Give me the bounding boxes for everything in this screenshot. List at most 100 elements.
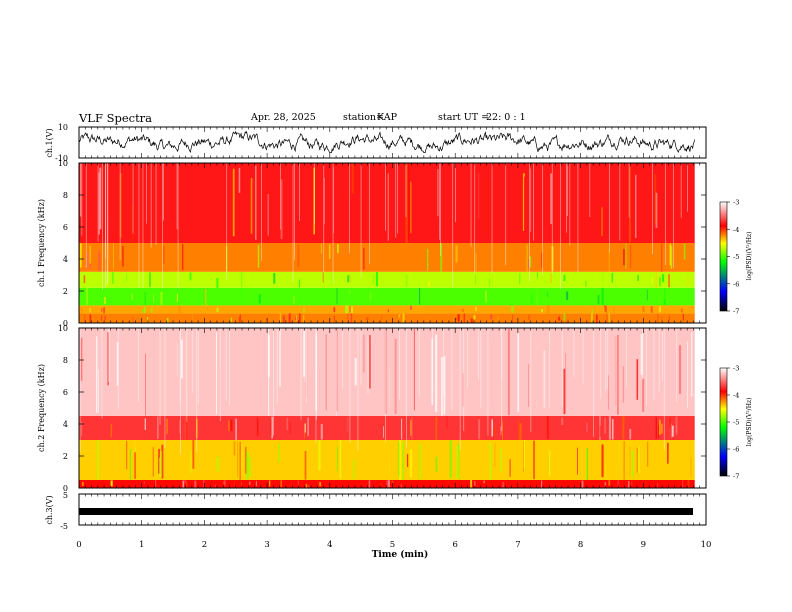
spectrogram-sferic [652, 163, 653, 255]
spectrogram-streak [669, 417, 671, 428]
spectrogram-sferic [360, 328, 362, 385]
start-ut-value: 22: 0 : 1 [486, 112, 526, 123]
spectrogram-streak [240, 288, 242, 302]
spectrogram-streak [661, 423, 663, 434]
frequency-tick-label: 10 [58, 324, 68, 333]
spectrogram-streak [485, 290, 487, 303]
spectrogram-sferic [459, 328, 461, 450]
spectrogram-streak [307, 417, 309, 436]
spectrogram-streak [408, 163, 410, 242]
spectrogram-sferic [225, 328, 227, 401]
spectrogram-streak [491, 344, 493, 405]
spectrogram-streak [391, 480, 394, 484]
spectrogram-streak [84, 314, 86, 322]
spectrogram-band [79, 287, 695, 306]
spectrogram-streak [655, 417, 657, 439]
spectrogram-streak [328, 244, 331, 259]
spectrogram-streak [144, 481, 145, 484]
ch3-ytick-bottom: -5 [60, 522, 68, 531]
time-tick-label: 3 [264, 540, 269, 550]
spectrogram-streak [646, 289, 648, 301]
spectrogram-streak [98, 172, 100, 235]
spectrogram-sferic [399, 328, 400, 400]
spectrogram-streak [682, 314, 684, 321]
waveform-ch1-panel: 10 -10 ch.1(V) [45, 123, 707, 163]
spectrogram-streak [336, 288, 338, 305]
spectrogram-streak [347, 313, 349, 323]
spectrogram-sferic [332, 163, 334, 284]
spectrogram-streak [651, 278, 653, 285]
spectrogram-sferic [102, 163, 103, 290]
spectrogram-streak [526, 244, 528, 272]
spectrogram-streak [528, 364, 530, 407]
spectrogram-streak [605, 462, 607, 480]
spectrogram-sferic [316, 328, 317, 420]
spectrogram-streak [116, 342, 119, 386]
spectrogram-streak [241, 481, 242, 488]
spectrogram-streak [330, 272, 333, 285]
spectrogram-streak [566, 291, 569, 301]
spectrogram-streak [151, 307, 153, 313]
spectrogram-streak [346, 417, 349, 433]
time-tick-label: 2 [202, 540, 207, 550]
spectrogram-streak [333, 167, 335, 234]
spectrogram-sferic [662, 328, 663, 381]
spectrogram-sferic [342, 328, 344, 389]
spectrogram-streak [654, 174, 657, 225]
time-axis-label: Time (min) [372, 549, 429, 560]
spectrogram-streak [561, 417, 564, 425]
spectrogram-sferic [349, 163, 350, 254]
spectrogram-sferic [304, 328, 306, 383]
time-tick-label: 0 [76, 540, 81, 550]
time-tick-label: 7 [515, 540, 520, 550]
colorbar-ch1-ticks: -3 -4 -5 -6 -7 [727, 199, 739, 316]
spectrogram-streak [457, 314, 460, 322]
spectrogram-sferic [533, 163, 534, 241]
spectrogram-band [79, 163, 695, 243]
spectrogram-streak [494, 272, 495, 288]
spectrogram-sferic [276, 328, 278, 405]
spectrogram-streak [141, 309, 144, 313]
spectrogram-streak [608, 480, 611, 486]
spectrogram-streak [586, 422, 588, 432]
spectrogram-sferic [261, 163, 262, 261]
spectrogram-sferic [432, 328, 434, 392]
spectrogram-streak [402, 442, 405, 480]
spectrogram-sferic [109, 328, 111, 386]
spectrogram-streak [179, 420, 181, 434]
frequency-tick-label: 6 [63, 223, 68, 232]
spectrogram-streak [629, 446, 631, 476]
colorbar-ch1: -3 -4 -5 -6 -7 log(PSD)(V²/Hz) [719, 199, 753, 316]
spectrogram-streak [339, 440, 342, 479]
spectrogram-streak [278, 444, 280, 462]
spectrogram-streak [397, 481, 399, 488]
spectrogram-streak [369, 335, 371, 389]
spectrogram-streak [497, 315, 500, 322]
spectrogram-sferic [314, 163, 315, 225]
spectrogram-streak [623, 441, 625, 480]
spectrogram-sferic [480, 328, 482, 408]
spectrogram-streak [80, 243, 82, 268]
spectrogram-streak [657, 313, 659, 323]
spectrogram-streak [547, 305, 550, 314]
spectrogram-streak [658, 307, 660, 313]
spectrogram-streak [637, 275, 639, 281]
spectrogram-streak [475, 307, 477, 311]
spectrogram-sferic [589, 163, 591, 218]
colorbar-tick-label: -4 [733, 226, 739, 234]
spectrogram-streak [519, 423, 522, 440]
spectrogram-sferic [299, 163, 300, 221]
spectrogram-sferic [676, 328, 678, 403]
spectrogram-sferic [292, 163, 294, 282]
start-ut-label: start UT = [438, 112, 490, 123]
spectrogram-streak [478, 419, 481, 440]
spectrogram-streak [629, 429, 632, 440]
spectrogram-streak [687, 341, 688, 409]
spectrogram-streak [131, 293, 133, 300]
spectrogram-streak [585, 280, 587, 287]
spectrogram-streak [402, 313, 405, 323]
spectrogram-streak [337, 446, 338, 471]
spectrogram-streak [101, 308, 103, 312]
spectrogram-sferic [542, 163, 543, 276]
spectrogram-streak [132, 316, 134, 323]
